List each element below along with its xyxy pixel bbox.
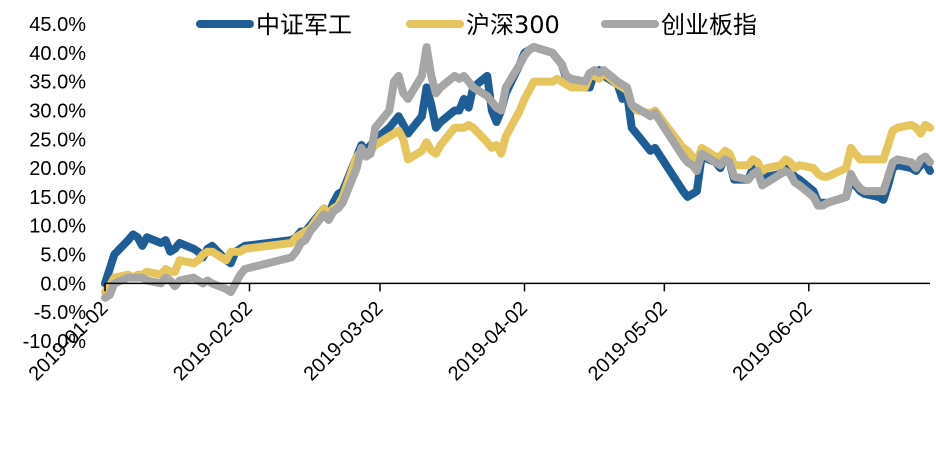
legend-item: 沪深300 — [406, 11, 560, 39]
legend-item: 创业板指 — [601, 11, 757, 39]
x-tick-label: 2019-03-02 — [300, 297, 388, 385]
y-tick-label: 10.0% — [29, 216, 86, 238]
y-tick-label: 15.0% — [29, 187, 86, 209]
plot-area — [101, 43, 934, 302]
y-tick-label: 45.0% — [29, 14, 86, 36]
x-tick-label: 2019-04-02 — [444, 297, 532, 385]
series-line-2 — [101, 43, 934, 302]
legend-label: 创业板指 — [661, 11, 757, 39]
y-tick-label: 35.0% — [29, 72, 86, 94]
legend-label: 中证军工 — [256, 11, 352, 39]
y-tick-label: -5.0% — [34, 302, 86, 324]
x-tick-label: 2019-02-02 — [169, 297, 257, 385]
series-line-1 — [101, 69, 934, 296]
x-axis: 2019-01-02 2019-02-02 2019-03-02 2019-04-02… — [25, 282, 930, 385]
y-tick-label: 0.0% — [40, 273, 86, 295]
y-tick-label: 40.0% — [29, 43, 86, 65]
x-tick-label: 2019-05-02 — [584, 297, 672, 385]
y-tick-label: 20.0% — [29, 158, 86, 180]
y-tick-label: 5.0% — [40, 245, 86, 267]
chart-legend: 中证军工 沪深300 创业板指 — [196, 11, 757, 39]
legend-label: 沪深300 — [466, 11, 560, 39]
y-axis: 45.0% 40.0% 35.0% 30.0% 25.0% 20.0% 15.0% 10.0%… — [23, 14, 87, 353]
x-tick-label: 2019-06-02 — [728, 297, 816, 385]
y-tick-label: 30.0% — [29, 100, 86, 122]
y-tick-label: -10.0% — [23, 331, 87, 353]
legend-item: 中证军工 — [196, 11, 352, 39]
y-tick-label: 25.0% — [29, 129, 86, 151]
